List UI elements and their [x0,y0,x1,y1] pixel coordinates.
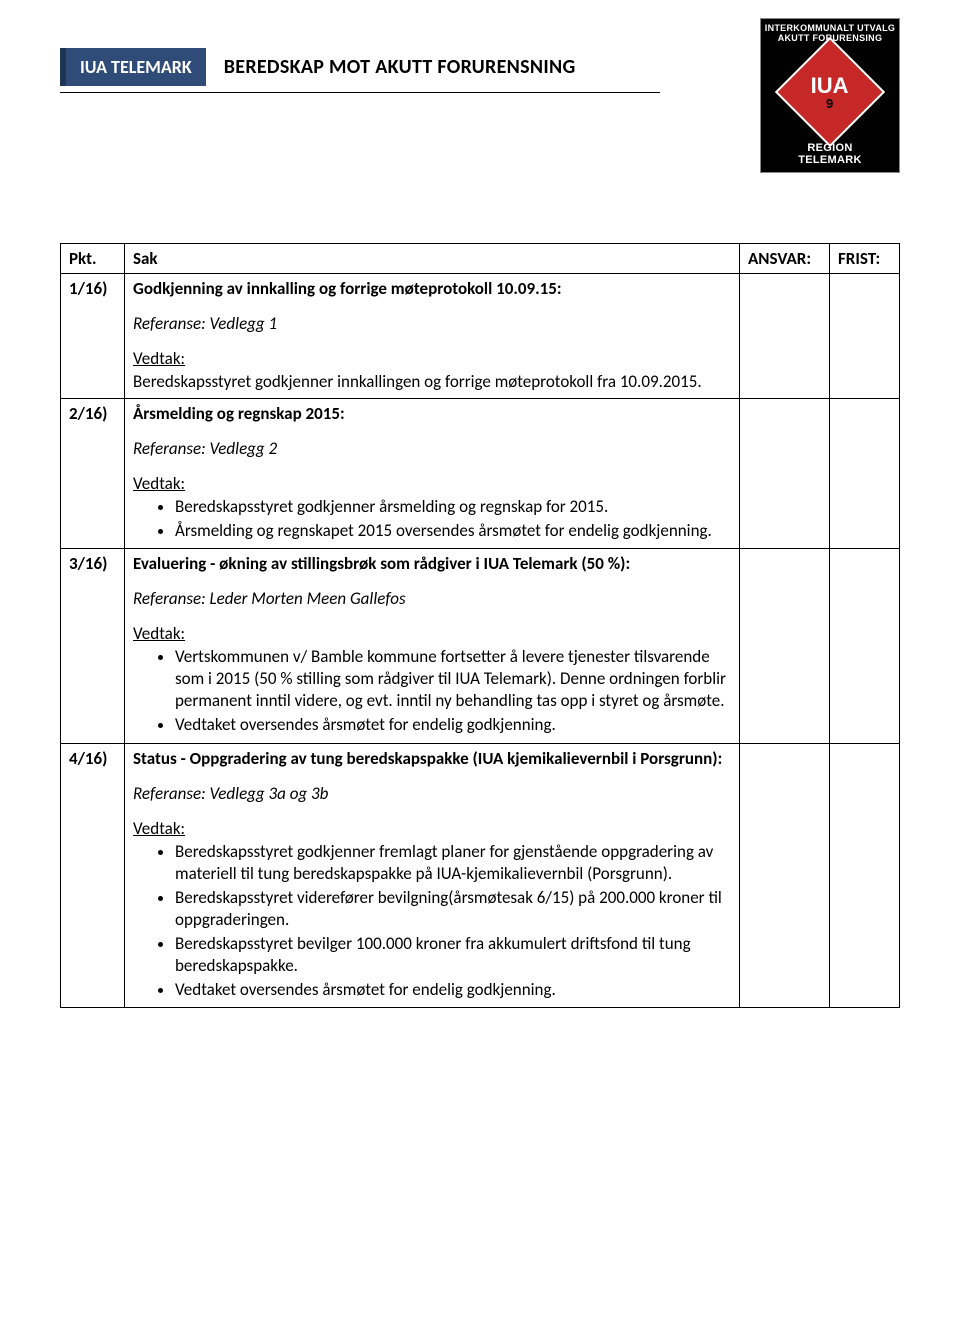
pkt-cell: 1/16) [61,274,125,399]
ansvar-cell [740,549,830,743]
frist-cell [830,274,900,399]
sak-cell: Evaluering - økning av stillingsbrøk som… [125,549,740,743]
sak-cell: Årsmelding og regnskap 2015: Referanse: … [125,399,740,549]
pkt-cell: 4/16) [61,743,125,1008]
col-pkt: Pkt. [61,244,125,274]
ansvar-cell [740,743,830,1008]
vedtak-bullets: Beredskapsstyret godkjenner fremlagt pla… [133,841,731,1002]
ansvar-cell [740,399,830,549]
header-underline [60,92,660,93]
reference: Referanse: Vedlegg 2 [133,438,731,459]
table-row: 2/16) Årsmelding og regnskap 2015: Refer… [61,399,900,549]
pkt-cell: 3/16) [61,549,125,743]
col-sak: Sak [125,244,740,274]
sak-cell: Status - Oppgradering av tung beredskaps… [125,743,740,1008]
table-row: 4/16) Status - Oppgradering av tung bere… [61,743,900,1008]
list-item: Årsmelding og regnskapet 2015 oversendes… [175,520,731,542]
page-title: BEREDSKAP MOT AKUTT FORURENSNING [224,55,576,79]
reference: Referanse: Vedlegg 3a og 3b [133,783,731,804]
vedtak-bullets: Beredskapsstyret godkjenner årsmelding o… [133,496,731,542]
vedtak-label: Vedtak: [133,818,731,839]
reference: Referanse: Vedlegg 1 [133,313,731,334]
table-header-row: Pkt. Sak ANSVAR: FRIST: [61,244,900,274]
pkt-cell: 2/16) [61,399,125,549]
frist-cell [830,743,900,1008]
ansvar-cell [740,274,830,399]
list-item: Vedtaket oversendes årsmøtet for endelig… [175,979,731,1001]
list-item: Beredskapsstyret bevilger 100.000 kroner… [175,933,731,977]
vedtak-bullets: Vertskommunen v/ Bamble kommune fortsett… [133,646,731,736]
logo-iua-text: IUA [811,74,849,96]
col-frist: FRIST: [830,244,900,274]
list-item: Vedtaket oversendes årsmøtet for endelig… [175,714,731,736]
page-header: IUA TELEMARK BEREDSKAP MOT AKUTT FORUREN… [60,18,900,173]
sak-title: Status - Oppgradering av tung beredskaps… [133,748,731,769]
vedtak-label: Vedtak: [133,348,731,369]
sak-title: Godkjenning av innkalling og forrige møt… [133,278,731,299]
frist-cell [830,399,900,549]
col-ansvar: ANSVAR: [740,244,830,274]
vedtak-text: Beredskapsstyret godkjenner innkallingen… [133,371,731,392]
list-item: Beredskapsstyret godkjenner fremlagt pla… [175,841,731,885]
header-left: IUA TELEMARK BEREDSKAP MOT AKUTT FORUREN… [60,18,760,93]
agenda-table: Pkt. Sak ANSVAR: FRIST: 1/16) Godkjennin… [60,243,900,1008]
reference: Referanse: Leder Morten Meen Gallefos [133,588,731,609]
table-row: 3/16) Evaluering - økning av stillingsbr… [61,549,900,743]
sak-cell: Godkjenning av innkalling og forrige møt… [125,274,740,399]
list-item: Vertskommunen v/ Bamble kommune fortsett… [175,646,731,712]
vedtak-label: Vedtak: [133,473,731,494]
vedtak-label: Vedtak: [133,623,731,644]
sak-title: Evaluering - økning av stillingsbrøk som… [133,553,731,574]
list-item: Beredskapsstyret godkjenner årsmelding o… [175,496,731,518]
logo-region-number: 9 [811,96,849,109]
list-item: Beredskapsstyret viderefører bevilgning(… [175,887,731,931]
frist-cell [830,549,900,743]
org-logo: INTERKOMMUNALT UTVALG AKUTT FORURENSING … [760,18,900,173]
table-row: 1/16) Godkjenning av innkalling og forri… [61,274,900,399]
logo-diamond: IUA 9 [791,45,869,138]
sak-title: Årsmelding og regnskap 2015: [133,403,731,424]
org-badge: IUA TELEMARK [60,48,206,86]
